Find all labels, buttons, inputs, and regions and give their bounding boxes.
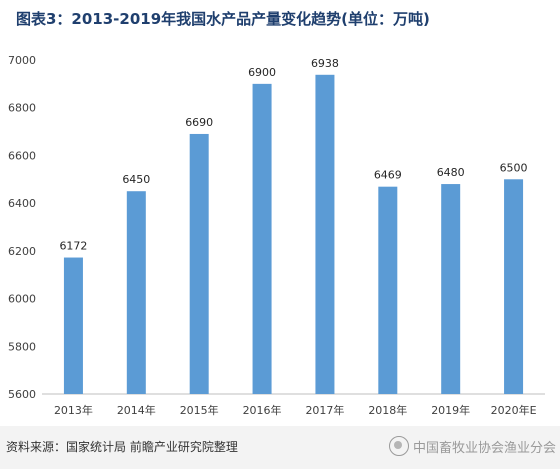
bar <box>252 83 272 394</box>
bar <box>378 186 398 394</box>
x-tick-label: 2016年 <box>243 403 282 417</box>
y-tick-label: 6200 <box>8 245 36 258</box>
data-label: 6450 <box>122 173 150 186</box>
x-tick-label: 2019年 <box>431 403 470 417</box>
wechat-account-icon <box>388 436 409 456</box>
bar <box>189 133 209 394</box>
data-label: 6690 <box>185 116 213 129</box>
y-tick-label: 7000 <box>8 54 36 67</box>
chart-title: 图表3：2013-2019年我国水产品产量变化趋势(单位：万吨) <box>16 10 430 28</box>
y-tick-label: 5800 <box>8 340 36 353</box>
x-tick-label: 2014年 <box>117 403 156 417</box>
data-label: 6938 <box>311 57 339 70</box>
data-label: 6500 <box>500 161 528 174</box>
bar <box>126 191 146 394</box>
source-note: 资料来源：国家统计局 前瞻产业研究院整理 <box>6 440 238 454</box>
watermark: 中国畜牧业协会渔业分会 <box>388 436 556 456</box>
data-label: 6172 <box>59 240 87 253</box>
data-label: 6900 <box>248 66 276 79</box>
x-tick-label: 2013年 <box>54 403 93 417</box>
x-tick-label: 2015年 <box>180 403 219 417</box>
data-label: 6480 <box>437 166 465 179</box>
y-tick-label: 5600 <box>8 388 36 401</box>
y-tick-label: 6600 <box>8 149 36 162</box>
x-tick-label: 2017年 <box>305 403 344 417</box>
watermark-text: 中国畜牧业协会渔业分会 <box>412 440 556 456</box>
bar <box>315 74 335 394</box>
bar <box>63 257 83 394</box>
x-tick-label: 2020年E <box>491 403 537 417</box>
y-tick-label: 6000 <box>8 293 36 306</box>
y-tick-label: 6400 <box>8 197 36 210</box>
data-label: 6469 <box>374 169 402 182</box>
chart-area: 5600 5800 6000 6200 6400 6600 6800 7000 6172 2013… <box>0 32 560 428</box>
bar-chart: 5600 5800 6000 6200 6400 6600 6800 7000 6172 2013… <box>8 54 545 417</box>
x-tick-label: 2018年 <box>368 403 407 417</box>
footer-bar: 资料来源：国家统计局 前瞻产业研究院整理 中国畜牧业协会渔业分会 <box>0 426 560 469</box>
y-tick-label: 6800 <box>8 102 36 115</box>
bar <box>441 184 461 394</box>
bar <box>504 179 524 394</box>
